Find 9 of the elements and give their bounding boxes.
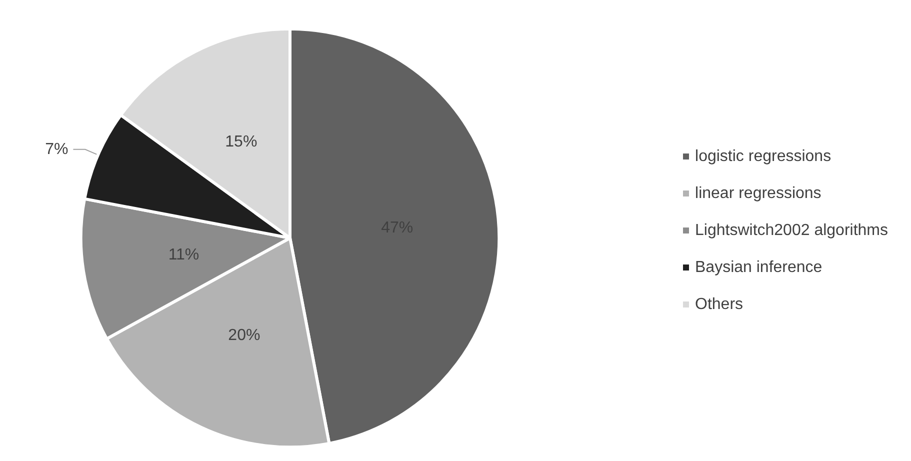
legend-label: Lightswitch2002 algorithms <box>695 222 888 239</box>
data-label: 7% <box>45 140 68 158</box>
data-label: 15% <box>225 134 258 151</box>
data-label: 20% <box>228 326 260 344</box>
data-label: 11% <box>168 246 200 264</box>
legend-label: logistic regressions <box>695 148 832 165</box>
legend-label: Baysian inference <box>695 259 822 276</box>
legend-label: Others <box>695 296 744 313</box>
legend-label: linear regressions <box>695 185 822 202</box>
